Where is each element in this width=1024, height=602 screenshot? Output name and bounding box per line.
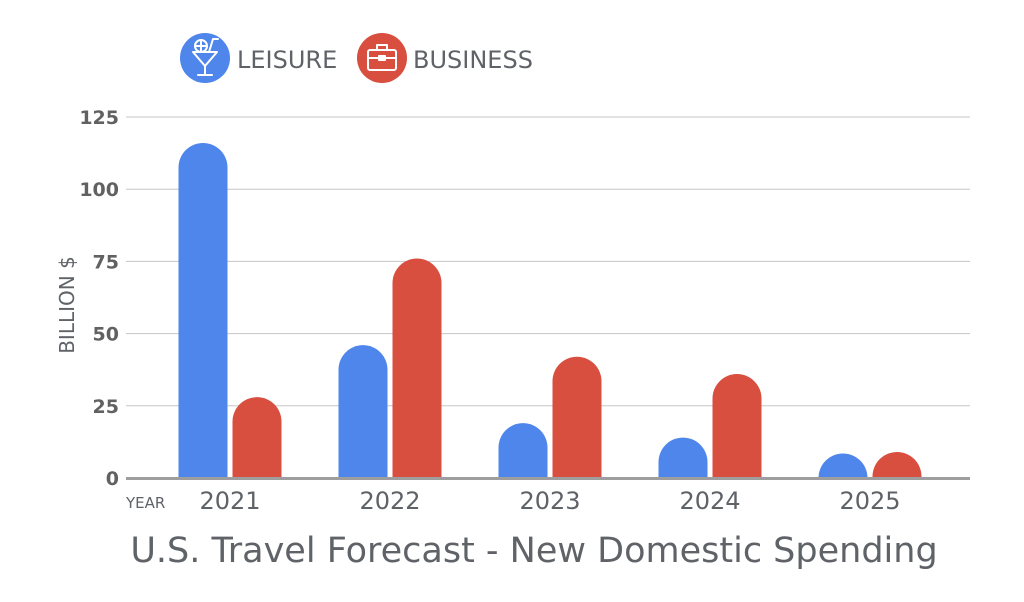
bar-leisure-2024 xyxy=(658,437,708,478)
x-tick-label: 2021 xyxy=(199,487,260,515)
y-tick-labels: 0 25 50 75 100 125 xyxy=(79,107,119,490)
bar-leisure-2022 xyxy=(338,345,388,478)
x-tick-label: 2025 xyxy=(839,487,900,515)
bar-leisure-2021 xyxy=(178,142,228,478)
y-tick-label: 75 xyxy=(93,251,119,273)
x-tick-labels: 2021 2022 2023 2024 2025 xyxy=(199,487,900,515)
y-axis-label: BILLION $ xyxy=(55,256,79,354)
bar-business-2021 xyxy=(232,397,282,478)
bar-business-2022 xyxy=(392,258,442,478)
x-tick-label: 2024 xyxy=(679,487,740,515)
y-tick-label: 100 xyxy=(79,179,119,201)
bars xyxy=(178,142,922,478)
bar-business-2023 xyxy=(552,356,602,478)
bar-leisure-2025 xyxy=(818,453,868,478)
bar-leisure-2023 xyxy=(498,423,548,478)
legend-item-leisure: LEISURE xyxy=(180,33,337,83)
x-tick-label: 2023 xyxy=(519,487,580,515)
legend-swatch-leisure xyxy=(180,33,230,83)
x-tick-label: 2022 xyxy=(359,487,420,515)
legend-item-business: BUSINESS xyxy=(357,33,533,83)
cocktail-glass-icon xyxy=(192,38,219,76)
y-tick-label: 0 xyxy=(106,468,119,490)
y-tick-label: 50 xyxy=(93,324,119,346)
legend-label-leisure: LEISURE xyxy=(237,46,337,74)
x-axis-label: YEAR xyxy=(125,494,165,512)
gridlines xyxy=(126,116,970,407)
briefcase-icon xyxy=(367,44,397,71)
legend-label-business: BUSINESS xyxy=(413,46,533,74)
y-tick-label: 125 xyxy=(79,107,119,129)
legend: LEISURE BUSINESS xyxy=(180,33,533,83)
bar-business-2024 xyxy=(712,374,762,478)
y-tick-label: 25 xyxy=(93,396,119,418)
bar-business-2025 xyxy=(872,452,922,478)
chart-title: U.S. Travel Forecast - New Domestic Spen… xyxy=(130,531,937,571)
